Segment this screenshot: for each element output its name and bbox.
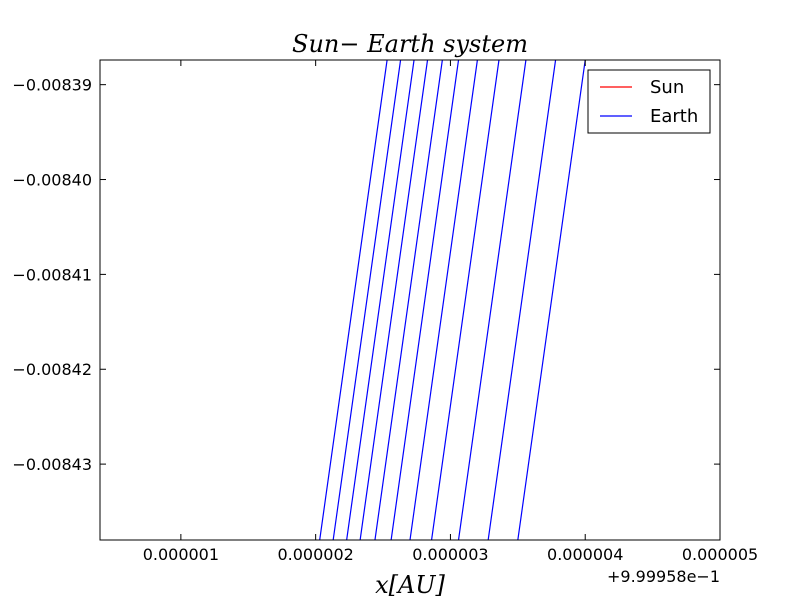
series-earth-segment-6 bbox=[409, 59, 478, 541]
x-axis-label: x[AU] bbox=[375, 571, 445, 599]
series-earth-segment-7 bbox=[430, 59, 500, 541]
series-earth-segment-9 bbox=[487, 59, 557, 541]
y-tick-label: −0.00841 bbox=[12, 265, 92, 284]
plot-background bbox=[100, 60, 720, 540]
plot-frame bbox=[99, 59, 721, 541]
series-earth-segment-10 bbox=[517, 59, 586, 541]
y-axis: −0.00839 −0.00840 −0.00841 −0.00842 −0.00843 bbox=[12, 76, 720, 474]
series-earth-segment-5 bbox=[390, 59, 460, 541]
series-earth-segment-4 bbox=[374, 59, 443, 541]
series-lines bbox=[319, 59, 586, 541]
series-earth-segment-0 bbox=[319, 59, 388, 541]
y-tick-label: −0.00840 bbox=[12, 171, 92, 190]
series-earth-segment-3 bbox=[359, 59, 429, 541]
y-tick-label: −0.00843 bbox=[12, 455, 92, 474]
x-tick-label: 0.000001 bbox=[143, 545, 219, 564]
legend-label-earth: Earth bbox=[650, 106, 698, 127]
x-offset-label: +9.99958e−1 bbox=[607, 567, 720, 586]
x-tick-label: 0.000002 bbox=[277, 545, 353, 564]
series-earth-segment-8 bbox=[457, 59, 527, 541]
x-tick-label: 0.000004 bbox=[547, 545, 623, 564]
series-earth-segment-1 bbox=[332, 59, 402, 541]
x-tick-label: 0.000005 bbox=[682, 545, 758, 564]
x-tick-label: 0.000003 bbox=[412, 545, 488, 564]
y-tick-label: −0.00839 bbox=[12, 76, 92, 95]
chart-title: Sun− Earth system bbox=[292, 30, 528, 58]
legend: Sun Earth bbox=[587, 69, 711, 134]
legend-box bbox=[587, 69, 711, 134]
x-axis: 0.000001 0.000002 0.000003 0.000004 0.000005 bbox=[143, 60, 758, 564]
legend-label-sun: Sun bbox=[650, 77, 684, 98]
y-tick-label: −0.00842 bbox=[12, 360, 92, 379]
series-earth-segment-2 bbox=[346, 59, 415, 541]
